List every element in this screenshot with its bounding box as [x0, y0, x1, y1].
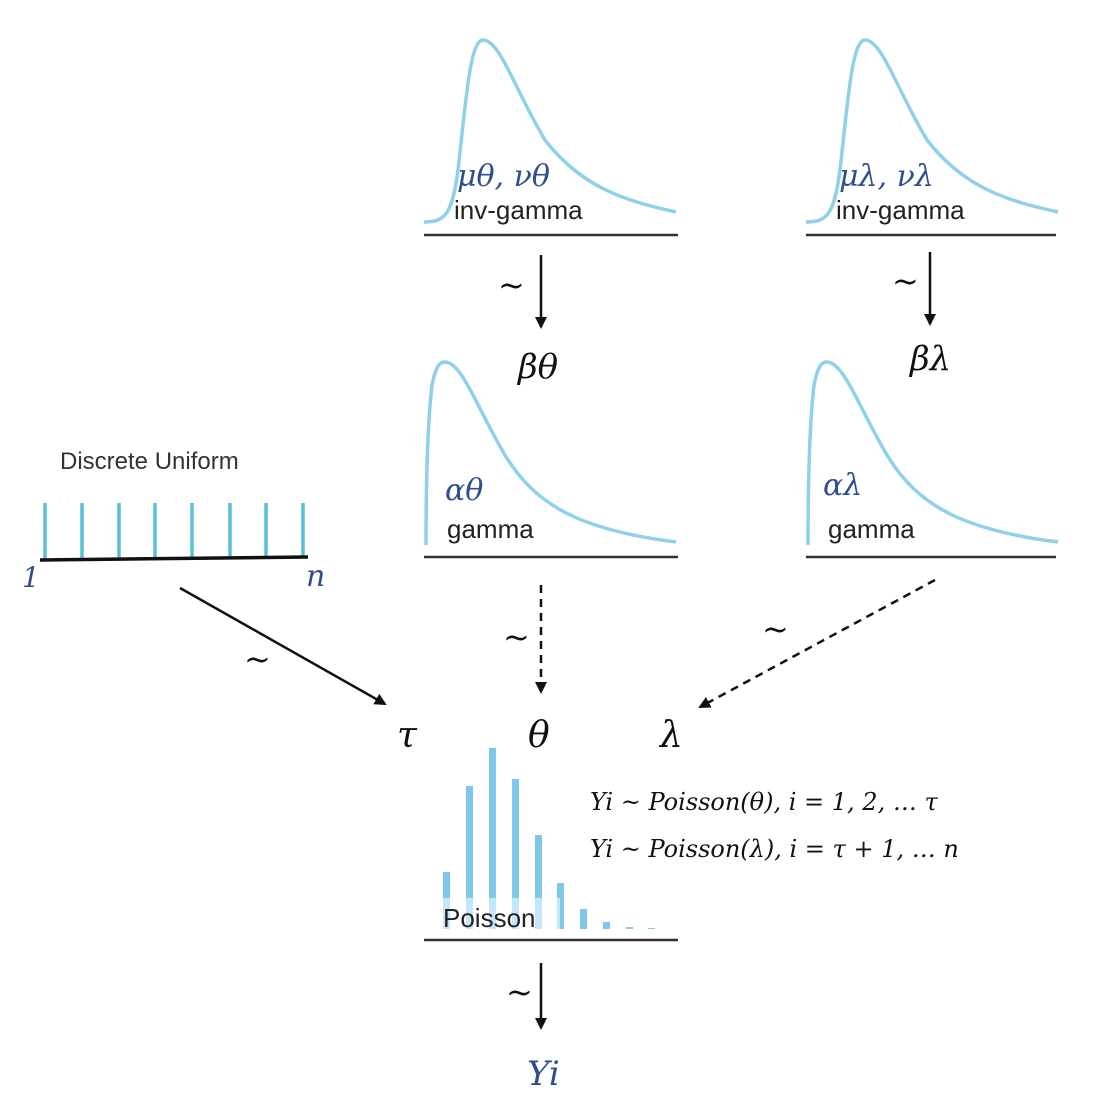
discrete-uniform-baseline: [39, 555, 309, 562]
gamma-theta-params: αθ: [445, 473, 483, 508]
gamma-theta-curve: [424, 360, 677, 546]
gamma-theta-label: gamma: [447, 514, 534, 544]
poisson-bar: [557, 883, 564, 929]
poisson-bar: [535, 835, 542, 929]
discrete-uniform-upper: n: [306, 559, 325, 594]
poisson-bar: [512, 779, 519, 929]
theta-label: θ: [528, 715, 550, 756]
discrete-uniform-node: Discrete Uniform 1 n: [22, 448, 325, 594]
arrow-gamma-lambda-to-lambda: [698, 578, 936, 709]
inv-gamma-lambda-params: μλ, νλ: [839, 159, 934, 194]
poisson-label: Poisson: [443, 903, 536, 933]
poisson-bar: [580, 909, 587, 929]
poisson-label-backdrop: [440, 898, 560, 931]
tilde-beta-lambda: ~: [892, 262, 919, 300]
inv-gamma-theta-curve: [423, 38, 677, 224]
tilde-tau: ~: [244, 640, 271, 678]
tau-label: τ: [397, 715, 418, 756]
discrete-uniform-title: Discrete Uniform: [60, 448, 239, 475]
poisson-bar: [489, 748, 496, 929]
inv-gamma-lambda-curve: [805, 38, 1059, 224]
poisson-bar: [648, 928, 655, 929]
inv-gamma-theta-params: μθ, νθ: [457, 159, 550, 194]
gamma-lambda-node: αλ gamma: [806, 360, 1059, 559]
yi-label: Yi: [527, 1054, 560, 1094]
inv-gamma-lambda-label: inv-gamma: [836, 195, 965, 225]
discrete-uniform-lower: 1: [22, 561, 40, 594]
beta-lambda-label: βλ: [908, 339, 951, 379]
gamma-lambda-label: gamma: [828, 514, 915, 544]
beta-theta-label: βθ: [516, 347, 558, 387]
tilde-yi: ~: [506, 973, 533, 1011]
tilde-beta-theta: ~: [498, 266, 525, 304]
arrow-uniform-to-tau: [179, 586, 387, 706]
equation-lambda: Yi ~ Poisson(λ), i = τ + 1, … n: [590, 835, 959, 863]
tilde-theta: ~: [503, 618, 530, 656]
inv-gamma-lambda-node: μλ, νλ inv-gamma: [805, 38, 1059, 237]
equation-theta: Yi ~ Poisson(θ), i = 1, 2, … τ: [590, 788, 938, 816]
gamma-theta-node: αθ gamma: [424, 360, 678, 559]
poisson-bar: [466, 786, 473, 929]
poisson-node: Poisson: [424, 748, 678, 942]
gamma-lambda-params: αλ: [823, 468, 862, 503]
tilde-lambda: ~: [762, 610, 789, 648]
lambda-label: λ: [658, 715, 683, 756]
inv-gamma-theta-label: inv-gamma: [454, 195, 583, 225]
poisson-bar: [603, 922, 610, 929]
poisson-bar: [626, 927, 633, 929]
gamma-lambda-curve: [806, 360, 1059, 546]
inv-gamma-theta-node: μθ, νθ inv-gamma: [423, 38, 678, 237]
